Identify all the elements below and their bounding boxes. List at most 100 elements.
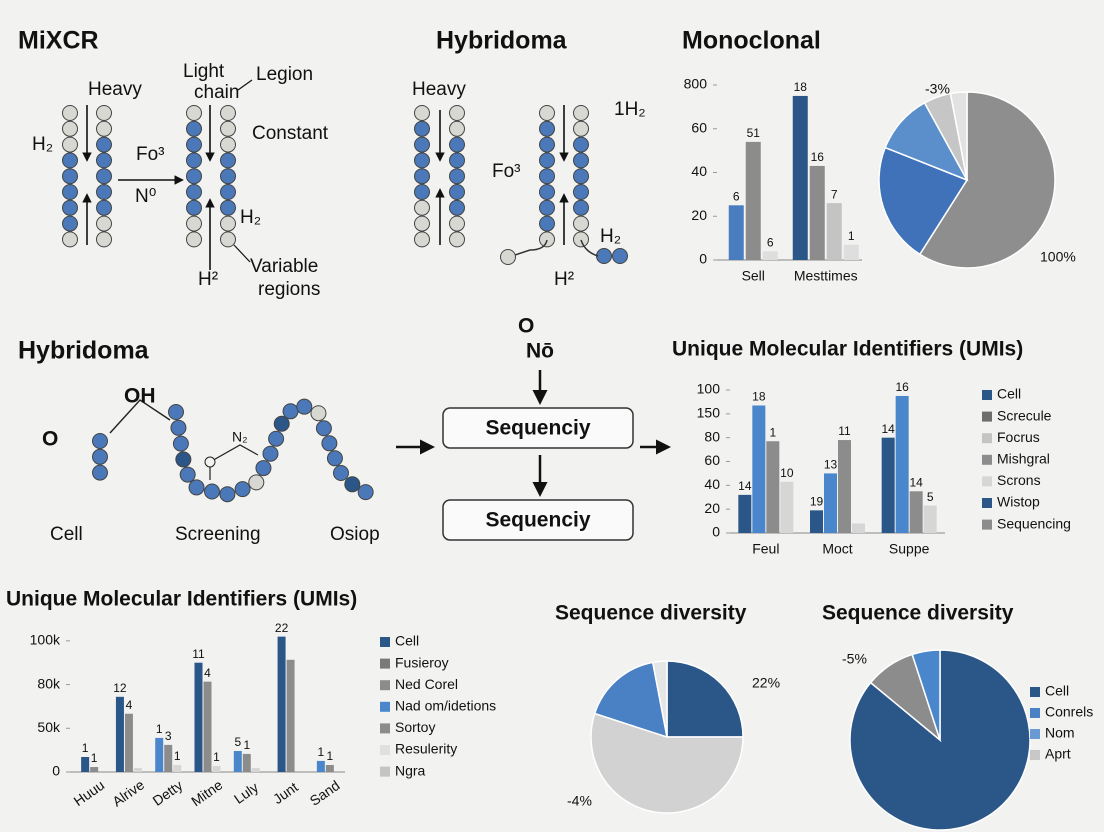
bar-annotation: 4 bbox=[204, 666, 211, 680]
bar bbox=[762, 251, 778, 260]
bead bbox=[186, 184, 202, 200]
x-tick-label: Suppe bbox=[889, 541, 930, 557]
diagram-label: Heavy bbox=[412, 79, 466, 100]
diagram-label: O bbox=[42, 428, 58, 451]
legend-swatch bbox=[380, 637, 390, 647]
legend-swatch bbox=[982, 433, 992, 444]
bar bbox=[809, 165, 825, 260]
bead bbox=[539, 199, 555, 216]
bar-annotation: 18 bbox=[752, 390, 766, 404]
bead bbox=[168, 404, 184, 420]
y-tick-label: 100 bbox=[697, 381, 721, 397]
y-tick-label: 150 bbox=[697, 405, 721, 421]
bead bbox=[186, 105, 202, 121]
bead bbox=[220, 199, 236, 216]
bead bbox=[96, 231, 112, 248]
diagram-label: N₂ bbox=[232, 429, 248, 445]
bar-annotation: 1 bbox=[91, 751, 98, 765]
bar-annotation: 7 bbox=[831, 187, 838, 201]
x-tick-label: Moct bbox=[822, 541, 852, 557]
bar bbox=[909, 491, 923, 533]
bar-annotation: 14 bbox=[881, 422, 895, 436]
bar bbox=[923, 505, 937, 533]
bead bbox=[170, 419, 187, 436]
legend-swatch bbox=[380, 766, 390, 777]
y-tick-label: 80 bbox=[704, 428, 720, 444]
bead bbox=[188, 479, 205, 496]
diagram-label: Constant bbox=[252, 123, 329, 144]
diagram-label: Osiop bbox=[330, 524, 380, 545]
bar-annotation: 11 bbox=[838, 424, 851, 438]
bead bbox=[414, 215, 430, 232]
bead bbox=[234, 481, 251, 498]
bead bbox=[220, 152, 236, 169]
bar bbox=[155, 737, 164, 772]
legend-swatch bbox=[982, 390, 992, 400]
bead bbox=[268, 430, 285, 447]
bead bbox=[573, 184, 589, 200]
legend-label: Sequencing bbox=[997, 515, 1071, 531]
hybridoma-title: Hybridoma bbox=[436, 27, 568, 55]
diagram-label: chain bbox=[194, 82, 239, 103]
bead bbox=[220, 215, 236, 232]
diagram-label: H² bbox=[198, 269, 218, 290]
bead bbox=[596, 248, 612, 264]
diagram-label: Variable bbox=[250, 256, 318, 277]
legend-swatch bbox=[1030, 750, 1040, 760]
pie-annotation: 100% bbox=[1040, 249, 1076, 265]
chart-title: Unique Molecular Identifiers (UMIs) bbox=[6, 588, 357, 611]
legend-label: Cell bbox=[997, 386, 1021, 402]
legend-label: Mishgral bbox=[997, 451, 1050, 467]
diagram-label: Cell bbox=[50, 524, 83, 545]
bead bbox=[273, 415, 290, 432]
y-tick-label: 0 bbox=[699, 251, 707, 267]
bar bbox=[728, 205, 744, 260]
bar bbox=[115, 696, 124, 772]
bar bbox=[843, 244, 859, 260]
bead bbox=[92, 464, 108, 481]
bead bbox=[219, 486, 236, 503]
bead bbox=[573, 105, 589, 121]
bead bbox=[357, 484, 374, 501]
diagram-label: Screening bbox=[175, 524, 261, 545]
pointer bbox=[233, 244, 251, 263]
legend-label: Fusieroy bbox=[395, 654, 449, 670]
bead bbox=[539, 184, 555, 200]
bead bbox=[321, 435, 338, 452]
legend-label: Resulerity bbox=[395, 741, 457, 757]
legend-label: Screcule bbox=[997, 407, 1052, 423]
legend-swatch bbox=[982, 519, 992, 530]
bead bbox=[186, 215, 202, 232]
y-tick-label: 40 bbox=[704, 476, 720, 492]
bar-annotation: 14 bbox=[909, 475, 923, 489]
bar-annotation: 1 bbox=[769, 425, 776, 439]
bead bbox=[326, 450, 343, 467]
bead bbox=[539, 120, 555, 137]
step-label: Sequenciy bbox=[485, 509, 590, 532]
bar-annotation: 22 bbox=[275, 621, 289, 635]
bar bbox=[780, 481, 794, 533]
bead bbox=[449, 184, 465, 200]
legend-label: Aprt bbox=[1045, 746, 1071, 762]
bead bbox=[96, 168, 112, 185]
step-label: Sequenciy bbox=[485, 417, 590, 440]
diagram-label: 1H₂ bbox=[614, 99, 646, 120]
legend-label: Cell bbox=[1045, 683, 1069, 699]
bead bbox=[310, 405, 327, 422]
legend-label: Conrels bbox=[1045, 704, 1093, 720]
pointer bbox=[237, 79, 253, 91]
pie-slice bbox=[878, 146, 969, 256]
chart-title: Sequence diversity bbox=[822, 602, 1014, 625]
bead bbox=[220, 120, 236, 137]
bar bbox=[325, 765, 334, 772]
bead bbox=[573, 136, 589, 153]
bead bbox=[315, 420, 332, 437]
bead bbox=[449, 215, 465, 232]
bead bbox=[62, 120, 78, 137]
diagram-label: regions bbox=[258, 279, 320, 300]
bead bbox=[449, 105, 465, 121]
bar-annotation: 1 bbox=[213, 750, 220, 764]
bead bbox=[573, 152, 589, 169]
bead bbox=[96, 105, 112, 121]
y-tick-label: 100k bbox=[30, 632, 61, 648]
